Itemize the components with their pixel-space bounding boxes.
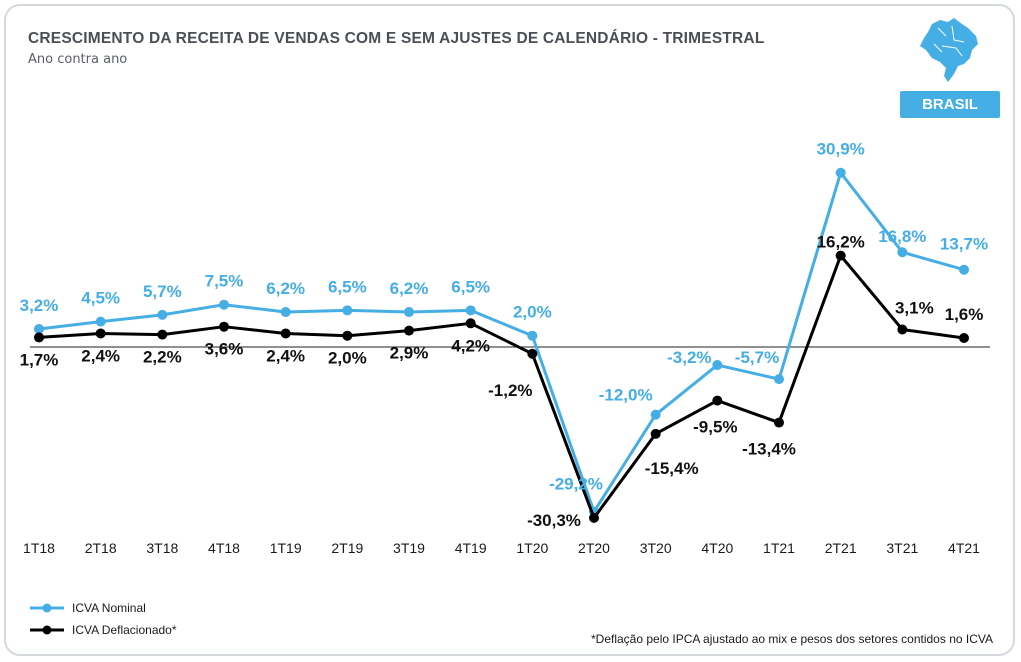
data-label-nominal: -3,2% — [667, 348, 711, 367]
data-point-deflated — [712, 395, 723, 406]
data-label-nominal: -5,7% — [735, 348, 779, 367]
data-label-deflated: -13,4% — [742, 440, 796, 459]
data-point-nominal — [712, 360, 723, 371]
data-label-deflated: 2,4% — [81, 346, 120, 365]
data-point-nominal — [650, 409, 661, 420]
data-point-nominal — [157, 309, 168, 320]
x-tick-label: 1T20 — [516, 540, 548, 556]
data-point-deflated — [527, 348, 538, 359]
data-point-deflated — [157, 329, 168, 340]
data-point-nominal — [774, 374, 784, 385]
data-point-deflated — [897, 324, 908, 335]
x-tick-label: 2T21 — [825, 540, 857, 556]
data-point-nominal — [897, 247, 908, 258]
x-tick-label: 3T19 — [393, 540, 425, 556]
data-label-deflated: -15,4% — [645, 459, 699, 478]
data-point-deflated — [650, 428, 661, 439]
data-label-deflated: 3,1% — [895, 299, 934, 318]
legend-label-nominal: ICVA Nominal — [72, 601, 146, 615]
data-point-nominal — [835, 167, 846, 178]
data-label-deflated: -30,3% — [527, 511, 581, 530]
data-point-deflated — [465, 318, 476, 329]
data-label-deflated: 1,6% — [945, 305, 984, 324]
data-label-deflated: -1,2% — [488, 381, 532, 400]
data-point-nominal — [959, 264, 969, 275]
legend-label-deflated: ICVA Deflacionado* — [72, 623, 177, 637]
data-point-nominal — [404, 307, 414, 318]
data-label-nominal: 5,7% — [143, 282, 182, 301]
data-point-deflated — [34, 332, 44, 343]
data-label-deflated: -9,5% — [693, 418, 737, 437]
x-tick-label: 3T18 — [146, 540, 178, 556]
footnote: *Deflação pelo IPCA ajustado ao mix e pe… — [590, 632, 993, 646]
data-label-nominal: -29,2% — [549, 475, 603, 494]
data-label-nominal: 4,5% — [81, 289, 120, 308]
legend-swatch-deflated — [30, 625, 64, 635]
legend-swatch-nominal — [30, 603, 64, 613]
country-badge: BRASIL — [900, 91, 1000, 118]
data-label-nominal: 13,7% — [940, 235, 988, 254]
data-point-deflated — [589, 512, 599, 523]
data-label-nominal: 2,0% — [513, 303, 552, 322]
data-label-deflated: 2,0% — [328, 349, 367, 368]
series-line-nominal — [38, 171, 965, 514]
x-tick-label: 4T20 — [701, 540, 733, 556]
data-label-nominal: 7,5% — [205, 272, 244, 291]
x-tick-label: 2T20 — [578, 540, 610, 556]
x-tick-label: 3T21 — [886, 540, 918, 556]
data-point-nominal — [342, 305, 353, 316]
data-label-nominal: 6,5% — [328, 277, 367, 296]
data-point-deflated — [404, 325, 414, 336]
chart-subtitle: Ano contra ano — [28, 52, 128, 67]
data-point-nominal — [34, 323, 44, 334]
x-tick-label: 3T20 — [640, 540, 672, 556]
x-tick-label: 4T21 — [948, 540, 980, 556]
data-label-nominal: -12,0% — [599, 386, 653, 405]
data-label-nominal: 3,2% — [20, 296, 59, 315]
data-label-deflated: 2,9% — [390, 344, 429, 363]
data-label-nominal: 16,8% — [878, 227, 926, 246]
data-label-nominal: 6,2% — [266, 279, 305, 298]
data-point-deflated — [280, 328, 291, 339]
data-label-deflated: 2,2% — [143, 348, 182, 367]
data-point-deflated — [959, 332, 969, 343]
x-tick-label: 1T18 — [23, 540, 55, 556]
data-point-deflated — [342, 330, 353, 341]
x-tick-label: 4T18 — [208, 540, 240, 556]
data-point-nominal — [527, 330, 538, 341]
data-point-nominal — [280, 307, 291, 318]
legend-entry-nominal: ICVA Nominal — [30, 597, 177, 619]
data-point-deflated — [774, 417, 784, 428]
data-label-deflated: 3,6% — [205, 340, 244, 359]
series-line-deflated — [38, 254, 965, 520]
data-point-deflated — [95, 328, 106, 339]
data-point-nominal — [219, 299, 229, 310]
data-label-nominal: 30,9% — [817, 140, 865, 159]
data-label-deflated: 2,4% — [266, 346, 305, 365]
legend-entry-deflated: ICVA Deflacionado* — [30, 619, 177, 641]
data-label-deflated: 16,2% — [817, 233, 865, 252]
data-label-nominal: 6,5% — [451, 277, 490, 296]
chart-frame — [4, 4, 1015, 656]
x-tick-label: 2T18 — [85, 540, 117, 556]
x-tick-label: 2T19 — [331, 540, 363, 556]
data-point-nominal — [95, 316, 106, 327]
x-tick-label: 4T19 — [455, 540, 487, 556]
data-point-deflated — [835, 250, 846, 261]
brazil-map-shape — [920, 18, 978, 82]
chart-title: CRESCIMENTO DA RECEITA DE VENDAS COM E S… — [28, 30, 765, 47]
data-point-deflated — [219, 321, 229, 332]
brazil-map-icon — [920, 18, 978, 82]
x-tick-label: 1T19 — [270, 540, 302, 556]
data-label-deflated: 1,7% — [20, 350, 59, 369]
x-tick-label: 1T21 — [763, 540, 795, 556]
data-label-nominal: 6,2% — [390, 279, 429, 298]
data-point-nominal — [465, 305, 476, 316]
chart-legend: ICVA Nominal ICVA Deflacionado* — [30, 597, 177, 641]
data-label-deflated: 4,2% — [451, 336, 490, 355]
